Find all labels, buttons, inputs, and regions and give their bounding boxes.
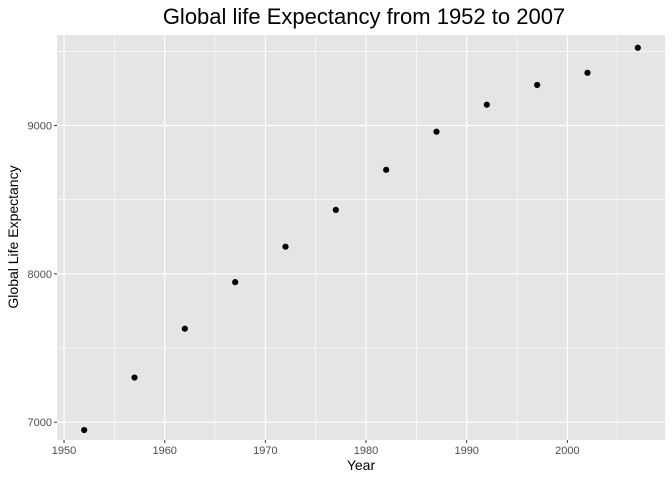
x-tick-label: 1960 bbox=[152, 445, 176, 457]
x-axis: 1950 1960 1970 1980 1990 2000 bbox=[52, 440, 580, 457]
y-axis-label: Global Life Expectancy bbox=[5, 165, 21, 308]
y-axis: 7000 8000 9000 bbox=[28, 120, 57, 429]
data-points bbox=[81, 44, 641, 434]
data-point bbox=[383, 166, 390, 173]
x-tick-label: 1990 bbox=[454, 445, 478, 457]
data-point bbox=[282, 243, 289, 250]
data-point bbox=[232, 279, 239, 286]
data-point bbox=[584, 69, 591, 76]
grid-major bbox=[57, 35, 665, 440]
data-point bbox=[433, 128, 440, 135]
y-tick-label: 8000 bbox=[28, 269, 52, 281]
plot-panel bbox=[57, 35, 665, 440]
x-tick-label: 1970 bbox=[253, 445, 277, 457]
grid-minor bbox=[57, 35, 665, 440]
data-point bbox=[483, 101, 490, 108]
data-point bbox=[131, 374, 138, 381]
x-tick-label: 1980 bbox=[354, 445, 378, 457]
data-point bbox=[332, 206, 339, 214]
chart-title: Global life Expectancy from 1952 to 2007 bbox=[163, 4, 565, 29]
data-point bbox=[534, 81, 541, 89]
data-point bbox=[81, 426, 88, 434]
data-point bbox=[181, 325, 188, 332]
x-axis-label: Year bbox=[347, 457, 376, 473]
y-tick-label: 7000 bbox=[28, 417, 52, 429]
x-tick-label: 1950 bbox=[52, 445, 76, 457]
x-tick-label: 2000 bbox=[555, 445, 579, 457]
y-tick-label: 9000 bbox=[28, 120, 52, 132]
data-point bbox=[634, 44, 641, 51]
